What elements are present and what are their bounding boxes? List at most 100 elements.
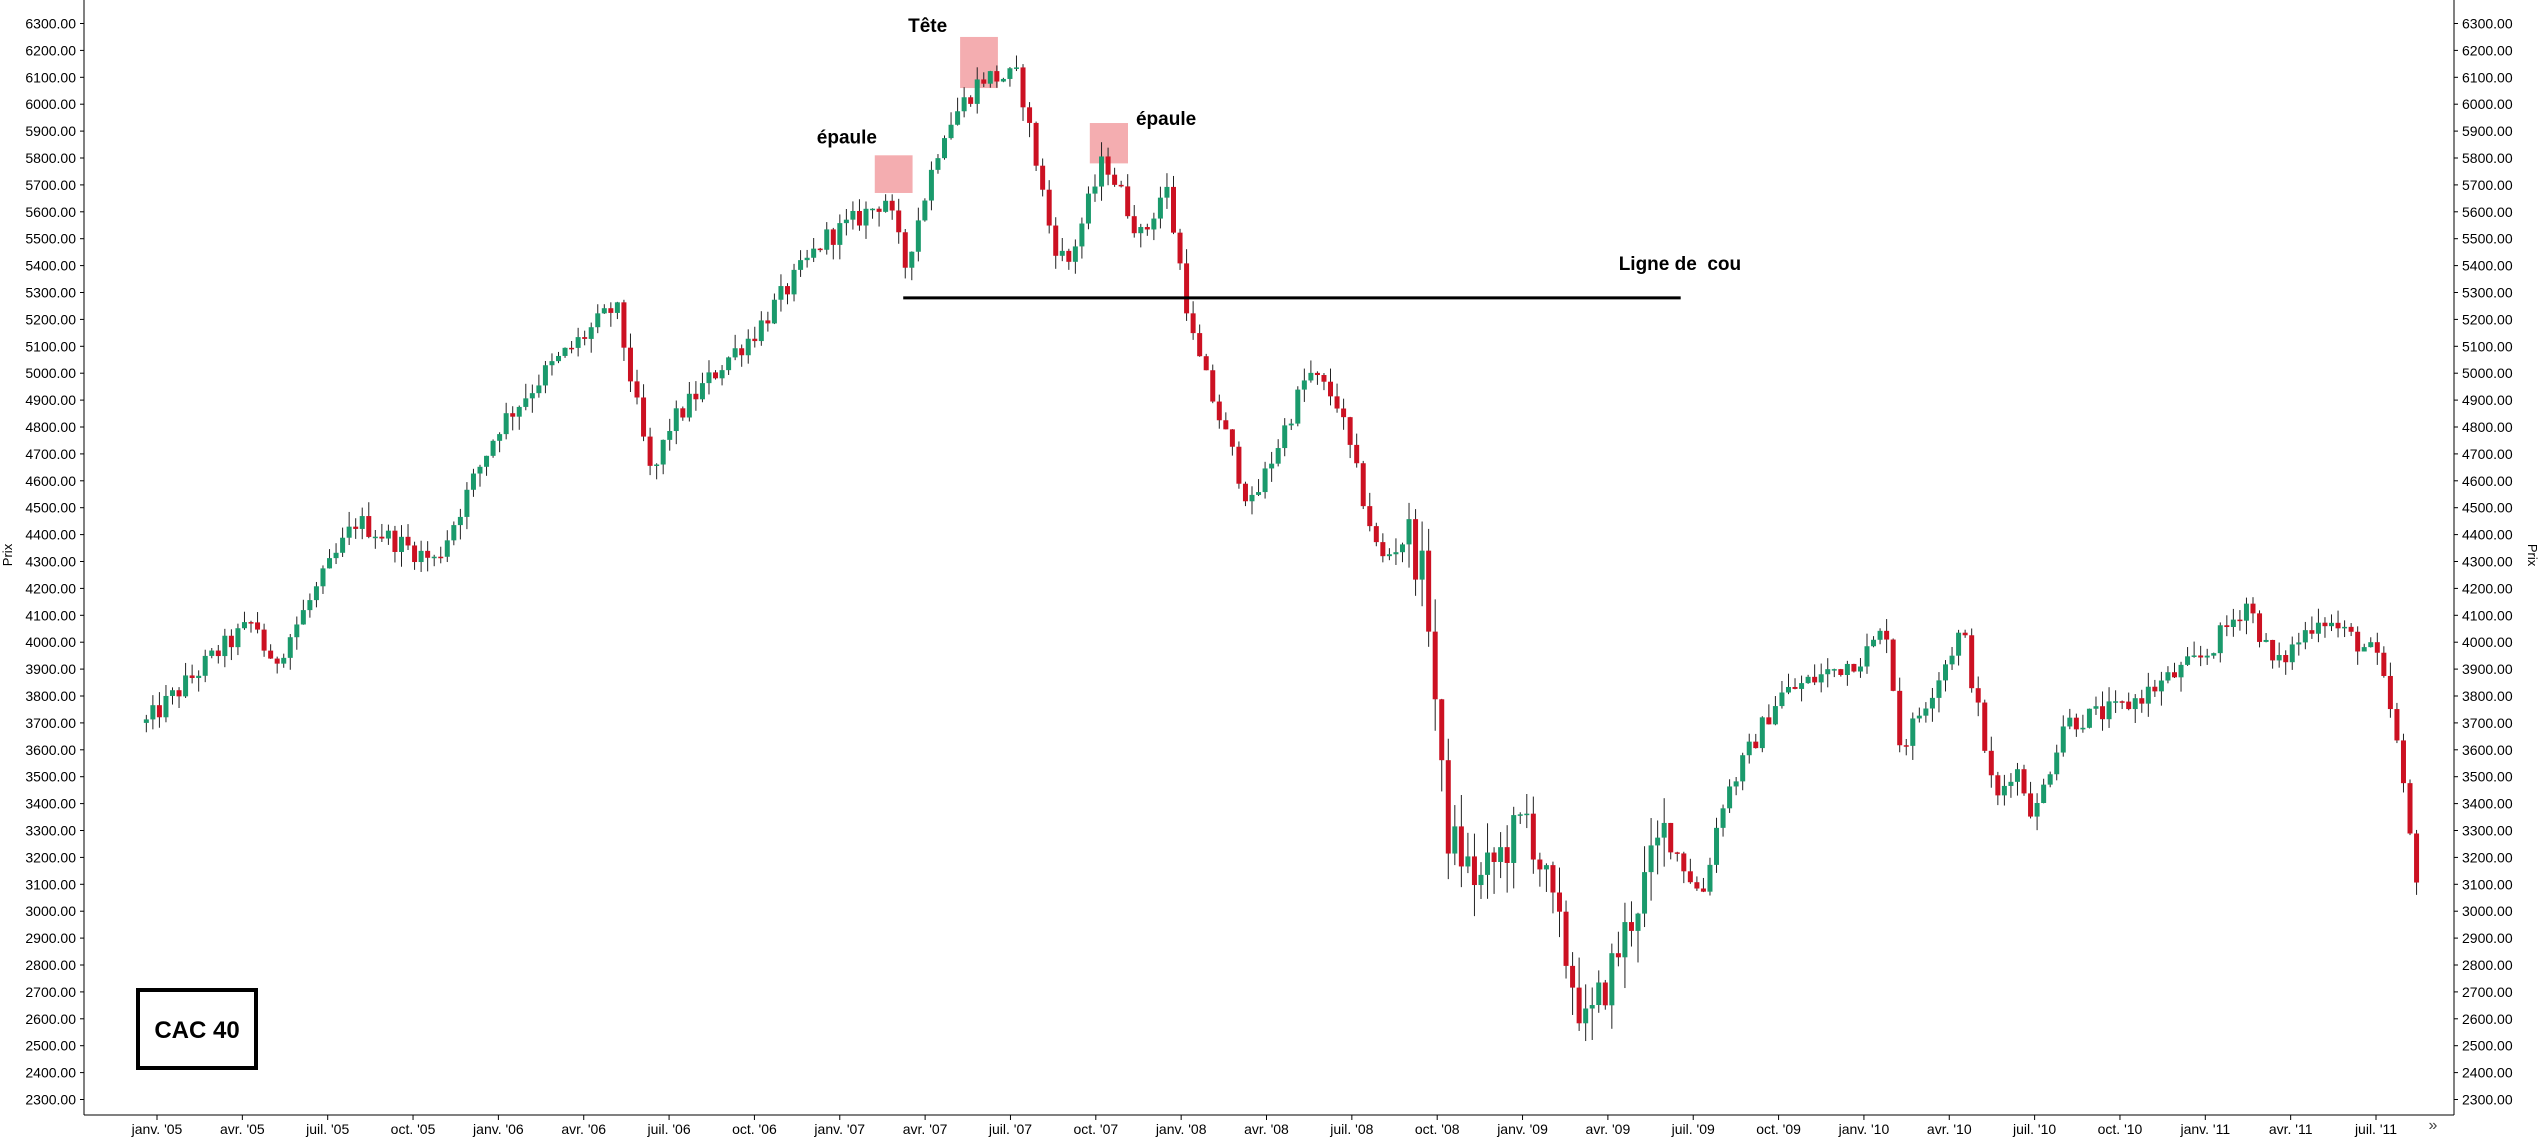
- candle-up: [922, 200, 928, 221]
- y-tick-label-left: 2600.00: [25, 1011, 76, 1027]
- candle-down: [1040, 165, 1046, 190]
- candle-down: [1314, 372, 1320, 376]
- candle-down: [1020, 67, 1026, 108]
- scroll-right-icon[interactable]: »: [2429, 1117, 2438, 1134]
- y-tick-label-right: 3200.00: [2462, 849, 2513, 865]
- y-tick-label-right: 5300.00: [2462, 285, 2513, 301]
- candle-up: [706, 372, 712, 384]
- candle-up: [654, 464, 660, 467]
- candle-up: [2315, 622, 2321, 634]
- candle-down: [1694, 882, 1700, 889]
- candle-down: [2400, 740, 2406, 784]
- candle-up: [1779, 692, 1785, 707]
- candle-up: [660, 439, 666, 465]
- candle-down: [2414, 833, 2420, 883]
- candle-down: [1576, 987, 1582, 1024]
- y-tick-label-left: 6100.00: [25, 69, 76, 85]
- y-tick-label-right: 4200.00: [2462, 580, 2513, 596]
- candle-up: [1831, 669, 1837, 671]
- candle-down: [1563, 911, 1569, 966]
- candle-up: [1256, 492, 1262, 495]
- candle-up: [163, 695, 169, 718]
- x-tick-label: avr. '08: [1244, 1121, 1289, 1137]
- candle-up: [516, 406, 522, 417]
- y-tick-label-right: 2800.00: [2462, 957, 2513, 973]
- candle-down: [1105, 156, 1111, 175]
- candle-up: [824, 229, 830, 250]
- candle-up: [2041, 784, 2047, 804]
- y-axis-left: 2300.00 2400.00 2500.00 2600.00 2700.00 2800.…: [25, 0, 85, 1115]
- candle-down: [1812, 676, 1818, 683]
- candle-down: [1223, 420, 1229, 430]
- y-tick-label-right: 6100.00: [2462, 69, 2513, 85]
- x-tick-label: oct. '05: [391, 1121, 436, 1137]
- candle-up: [1478, 874, 1484, 886]
- candle-up: [870, 208, 876, 211]
- candle-up: [2001, 785, 2007, 796]
- y-tick-label-right: 3900.00: [2462, 661, 2513, 677]
- legend-box-label: CAC 40: [154, 1017, 239, 1044]
- x-tick-label: juil. '09: [1671, 1121, 1715, 1137]
- candle-up: [2204, 655, 2210, 658]
- candle-down: [2407, 783, 2413, 834]
- candle-up: [863, 208, 869, 226]
- candle-down: [215, 650, 221, 657]
- candle-up: [1000, 78, 1006, 82]
- candle-up: [595, 313, 601, 328]
- candle-up: [791, 269, 797, 295]
- candle-down: [1969, 635, 1975, 689]
- candle-down: [1792, 686, 1798, 689]
- candle-down: [2355, 631, 2361, 652]
- candle-up: [2106, 701, 2112, 720]
- candle-down: [1190, 313, 1196, 334]
- candle-down: [1975, 688, 1981, 703]
- y-tick-label-left: 5900.00: [25, 123, 76, 139]
- candle-up: [503, 413, 509, 435]
- candle-up: [935, 158, 941, 170]
- candle-down: [2100, 706, 2106, 720]
- candle-up: [686, 393, 692, 418]
- candle-down: [261, 629, 267, 651]
- candle-up: [346, 526, 352, 538]
- y-tick-label-left: 2700.00: [25, 984, 76, 1000]
- candle-up: [2361, 647, 2367, 652]
- y-tick-label-left: 4300.00: [25, 554, 76, 570]
- y-tick-label-right: 5600.00: [2462, 204, 2513, 220]
- candle-up: [1936, 680, 1942, 698]
- y-tick-label-left: 4400.00: [25, 527, 76, 543]
- candle-down: [2028, 793, 2034, 817]
- candle-up: [2158, 680, 2164, 692]
- candle-up: [2080, 727, 2086, 730]
- candle-down: [1458, 826, 1464, 867]
- candle-up: [2008, 781, 2014, 786]
- candle-down: [438, 556, 444, 559]
- candle-up: [300, 610, 306, 625]
- candle-up: [588, 327, 594, 339]
- y-tick-label-left: 4000.00: [25, 634, 76, 650]
- x-tick-label: janv. '06: [472, 1121, 524, 1137]
- candle-up: [444, 540, 450, 557]
- y-tick-label-left: 6000.00: [25, 96, 76, 112]
- y-tick-label-left: 4500.00: [25, 500, 76, 516]
- y-tick-label-right: 6000.00: [2462, 96, 2513, 112]
- candle-up: [726, 357, 732, 371]
- y-tick-label-right: 4400.00: [2462, 527, 2513, 543]
- candle-up: [294, 624, 300, 638]
- x-tick-label: oct. '06: [732, 1121, 777, 1137]
- candle-down: [693, 393, 699, 400]
- y-tick-label-right: 6300.00: [2462, 16, 2513, 32]
- candle-up: [883, 200, 889, 212]
- y-tick-label-right: 2500.00: [2462, 1038, 2513, 1054]
- candle-up: [1498, 847, 1504, 862]
- candle-down: [2283, 655, 2289, 663]
- x-tick-label: janv. '09: [1496, 1121, 1548, 1137]
- x-tick-label: juil. '06: [646, 1121, 690, 1137]
- candle-up: [798, 260, 804, 270]
- candle-down: [1982, 702, 1988, 751]
- candle-up: [222, 635, 228, 657]
- candle-down: [1426, 550, 1432, 632]
- candle-up: [1877, 630, 1883, 640]
- candle-down: [1321, 375, 1327, 382]
- candle-up: [1465, 856, 1471, 867]
